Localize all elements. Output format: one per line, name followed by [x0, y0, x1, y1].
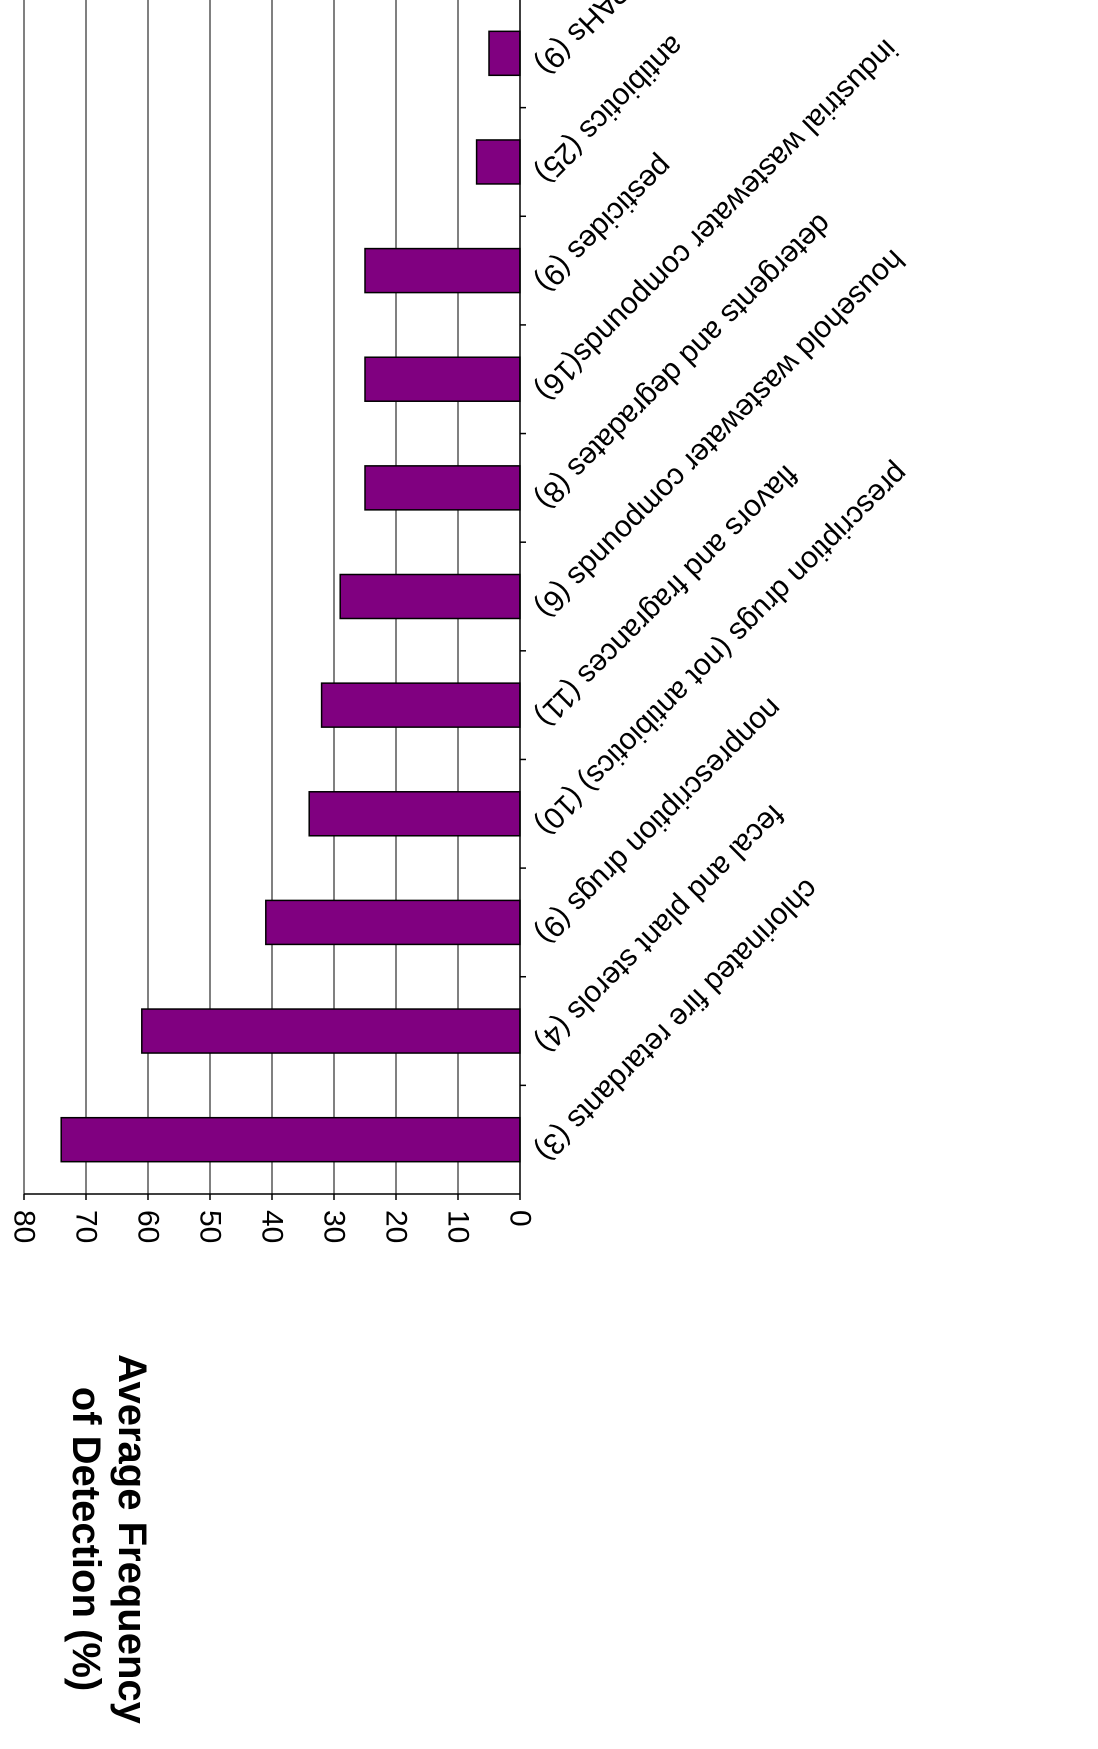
axes	[23, 0, 526, 1200]
category-label: prescription drugs (not antibiotics) (10…	[529, 457, 914, 842]
value-axis-title-line: Average Frequency	[110, 1354, 154, 1725]
bar	[339, 573, 521, 620]
bar	[320, 682, 521, 728]
bars	[60, 30, 521, 1163]
bar	[364, 465, 521, 511]
value-tick-label: 0	[504, 1210, 537, 1227]
category-label: household wastewater compounds (6)	[529, 243, 911, 625]
value-tick-label: 10	[442, 1210, 475, 1243]
value-axis-title: Average Frequencyof Detection (%)	[64, 1354, 154, 1725]
value-tick-label: 60	[132, 1210, 165, 1243]
value-tick-label: 80	[8, 1210, 41, 1243]
bar	[364, 356, 521, 402]
bar	[475, 139, 521, 185]
value-tick-label: 70	[70, 1210, 103, 1243]
bar	[265, 899, 521, 946]
value-tick-label: 20	[380, 1210, 413, 1243]
bar	[60, 1116, 521, 1163]
value-axis-title-line: of Detection (%)	[64, 1387, 108, 1691]
category-labels: chlorinated fire retardants (3)fecal and…	[529, 0, 914, 1168]
bar	[308, 791, 521, 837]
bar	[364, 247, 521, 294]
value-tick-label: 50	[194, 1210, 227, 1243]
bar	[141, 1008, 521, 1054]
value-axis-title: Average Frequencyof Detection (%)	[64, 1354, 154, 1725]
value-tick-label: 40	[256, 1210, 289, 1243]
category-label: PAHs (9)	[529, 0, 637, 82]
bar	[488, 30, 521, 77]
value-tick-label: 30	[318, 1210, 351, 1243]
gridlines	[23, 0, 459, 1194]
value-axis-ticks: 0 10 20 30 40 50 60 70 80	[8, 1210, 537, 1243]
